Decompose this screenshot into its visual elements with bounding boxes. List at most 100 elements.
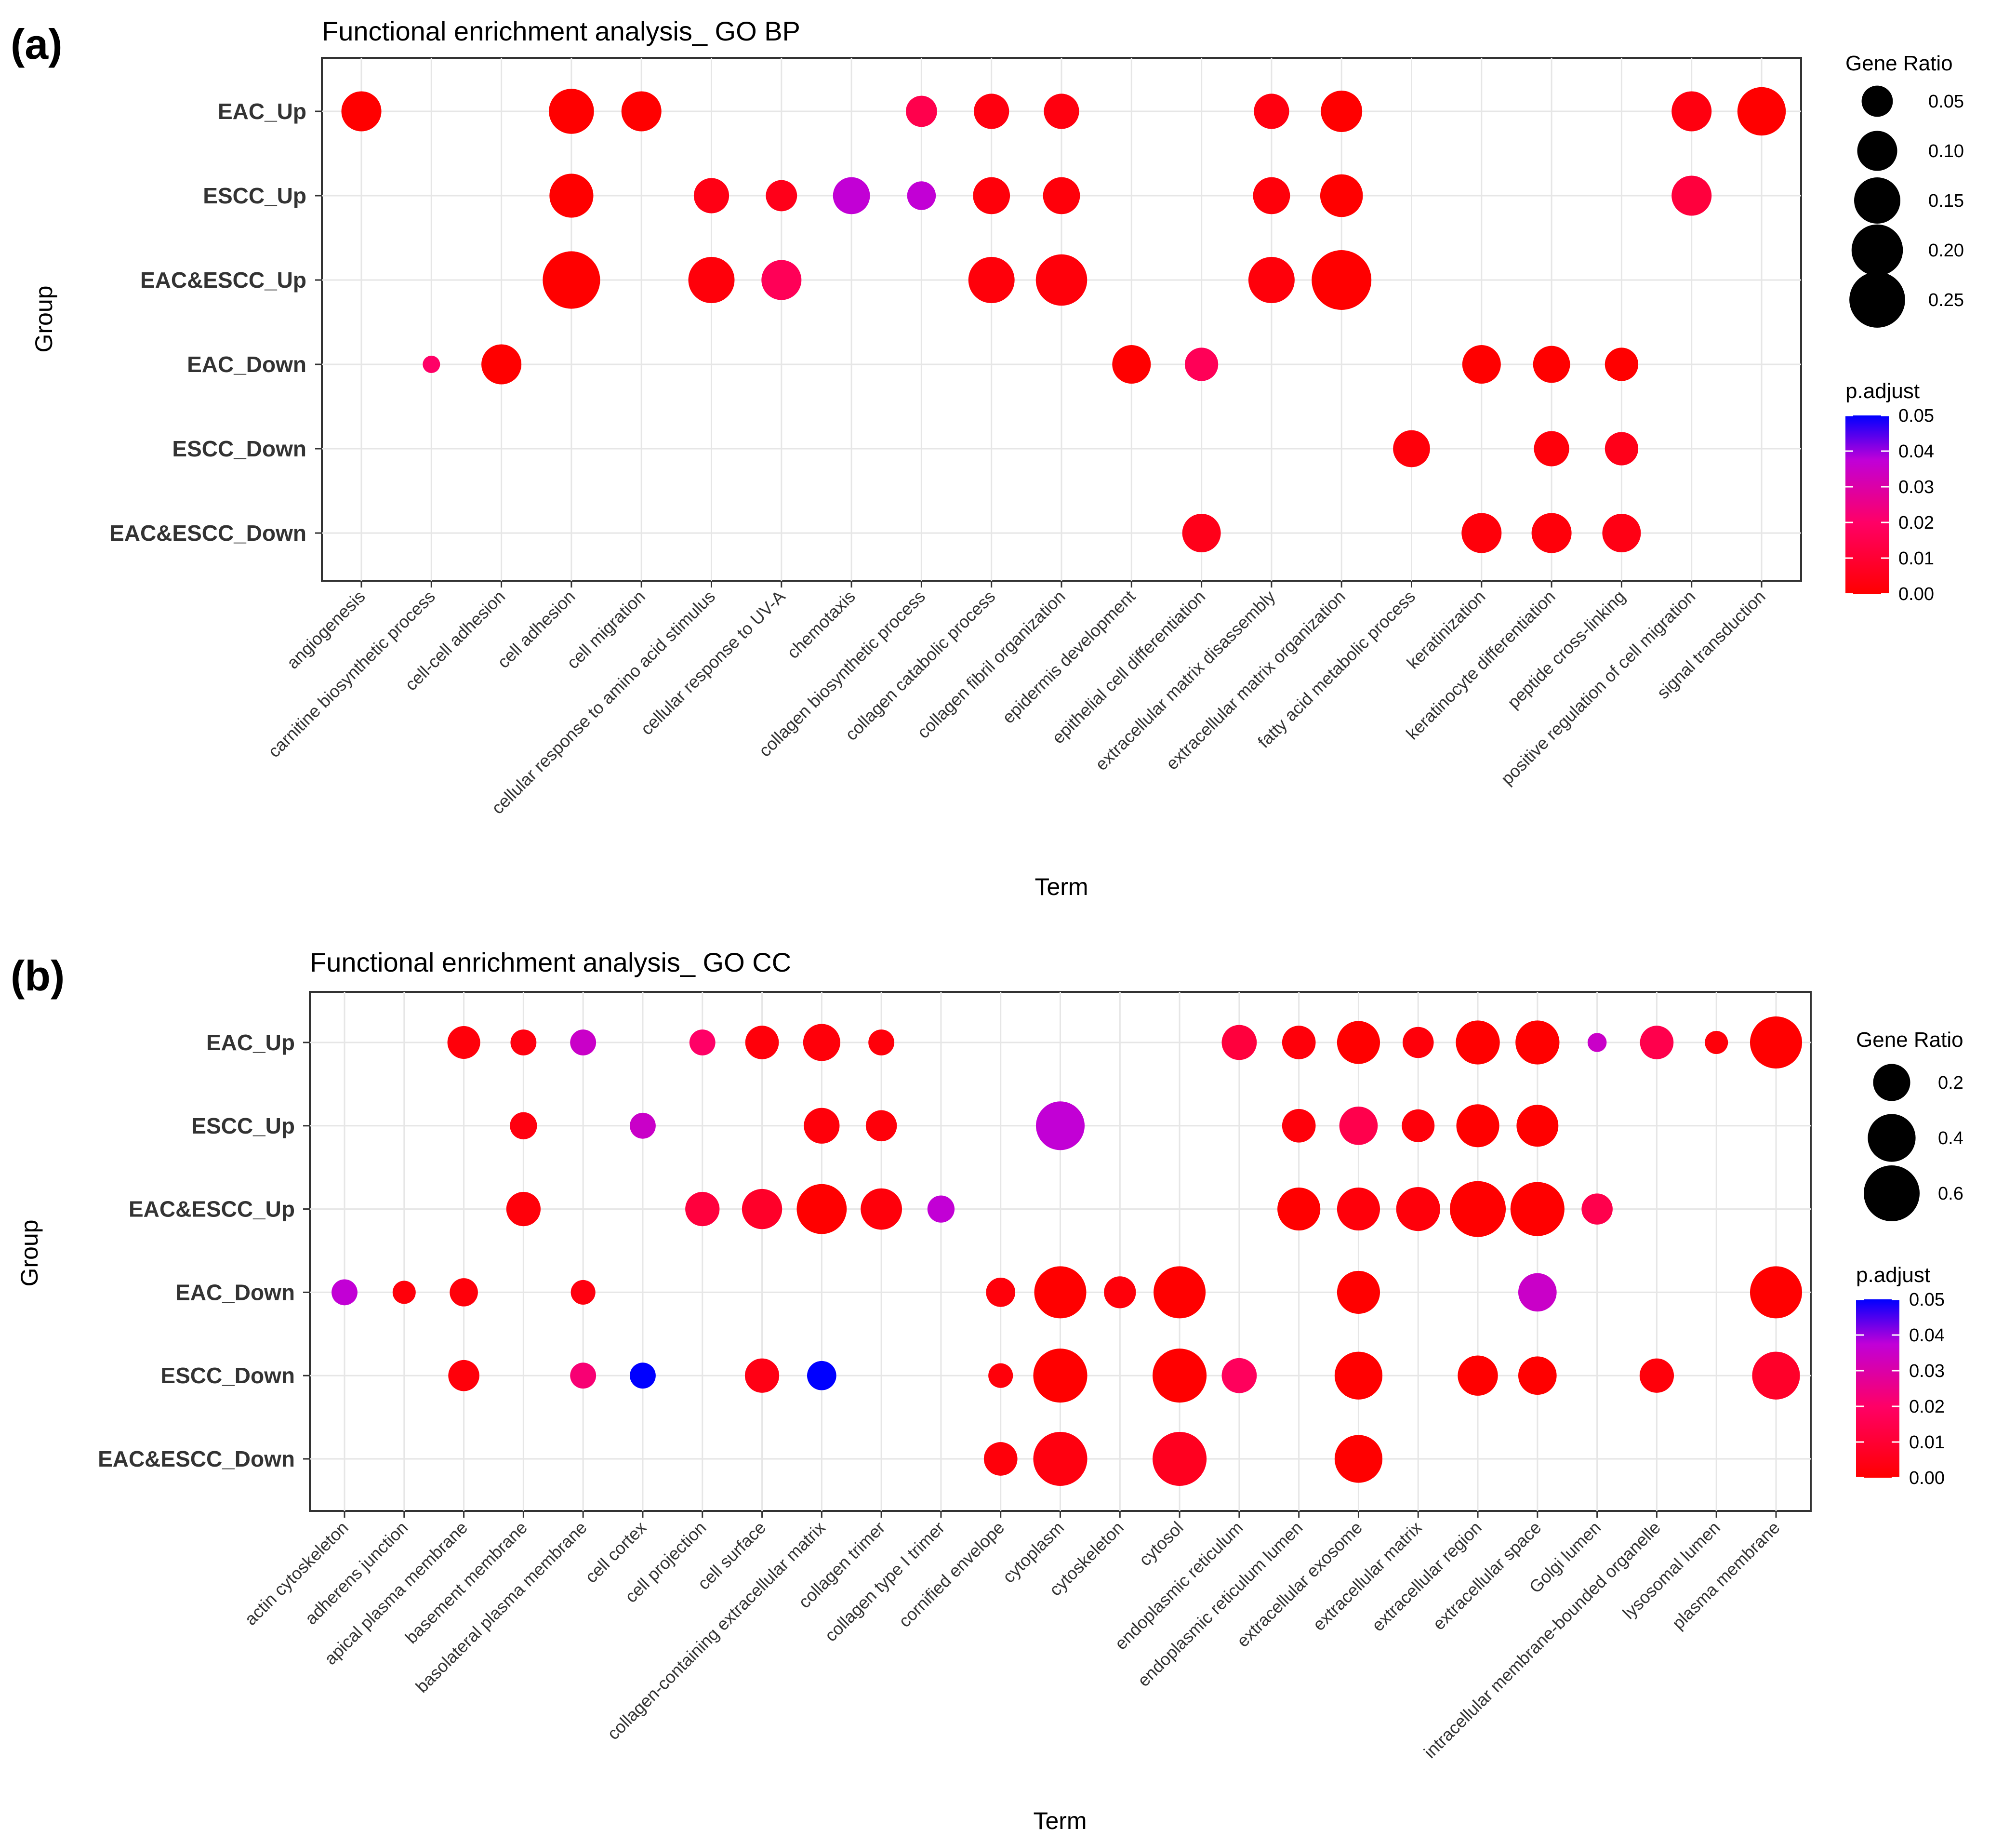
point-eacandescc-up-cellular-response-to-uv-a: [761, 260, 802, 300]
point-escc-down-extracellular-region: [1458, 1355, 1498, 1396]
x-tick-label-collagen-type-i-trimer: collagen type I trimer: [821, 1518, 948, 1645]
point-escc-down-cornified-envelope: [988, 1363, 1013, 1388]
x-tick-label-adherens-junction: adherens junction: [301, 1518, 411, 1629]
x-tick-label-extracellular-matrix: extracellular matrix: [1309, 1518, 1426, 1635]
point-eac-up-collagen-catabolic-process: [974, 93, 1009, 129]
point-eac-down-cytosol: [1154, 1266, 1206, 1319]
x-tick-label-extracellular-region: extracellular region: [1368, 1518, 1485, 1635]
point-eacandescc-up-collagen-containing-extracellular-matrix: [796, 1184, 847, 1234]
panel-b-padjust-legend: p.adjust 0.05 0.04 0.03 0.02 0.01 0.00: [1856, 1263, 1945, 1488]
point-eac-up-extracellular-matrix: [1402, 1027, 1434, 1058]
point-eacandescc-up-collagen-trimer: [861, 1188, 902, 1230]
point-eac-up-signal-transduction: [1737, 87, 1786, 136]
color-legend-label: 0.03: [1909, 1361, 1945, 1381]
color-legend-label: 0.01: [1909, 1432, 1945, 1453]
point-eacandescc-up-extracellular-region: [1450, 1181, 1506, 1237]
x-tick-label-chemotaxis: chemotaxis: [783, 587, 859, 663]
point-eac-down-plasma-membrane: [1750, 1266, 1803, 1319]
x-tick-label-cornified-envelope: cornified envelope: [895, 1518, 1008, 1631]
size-legend-label: 0.25: [1928, 290, 1964, 310]
point-eacandescc-up-extracellular-matrix: [1396, 1187, 1440, 1231]
panel-b-x-axis-title: Term: [1033, 1807, 1087, 1834]
point-eacandescc-up-cell-adhesion: [543, 251, 600, 309]
point-eac-up-endoplasmic-reticulum: [1221, 1025, 1257, 1060]
point-escc-down-keratinocyte-differentiation: [1534, 431, 1569, 467]
y-tick-label-escc-up: ESCC_Up: [191, 1113, 295, 1138]
point-escc-up-cytoplasm: [1035, 1101, 1085, 1150]
point-escc-up-cellular-response-to-uv-a: [766, 180, 797, 212]
point-escc-down-fatty-acid-metabolic-process: [1393, 430, 1430, 467]
point-eac-down-peptide-cross-linking: [1605, 347, 1639, 381]
y-tick-label-escc-down: ESCC_Down: [160, 1363, 295, 1388]
size-legend-key: [1849, 272, 1905, 328]
point-eacandescc-up-cellular-response-to-amino-acid-stimulus: [688, 257, 735, 303]
y-tick-label-escc-down: ESCC_Down: [172, 436, 306, 461]
panel-b-colorbar: [1856, 1299, 1899, 1478]
point-eac-up-cell-adhesion: [549, 89, 594, 134]
point-escc-up-extracellular-space: [1516, 1105, 1559, 1147]
point-eacandescc-up-cell-projection: [685, 1191, 720, 1227]
point-escc-up-chemotaxis: [833, 177, 870, 214]
point-escc-up-extracellular-matrix-disassembly: [1253, 177, 1290, 214]
point-eac-up-plasma-membrane: [1750, 1016, 1803, 1069]
point-escc-up-extracellular-matrix: [1402, 1109, 1435, 1142]
y-tick-label-eac-down: EAC_Down: [187, 352, 306, 377]
panel-a-go-bp-dotplot: (a) Functional enrichment analysis_ GO B…: [11, 16, 1964, 900]
panel-a-y-tick-labels: EAC_Up ESCC_Up EAC&ESCC_Up EAC_Down ESCC_Dow…: [109, 99, 322, 546]
y-tick-label-eacandescc-up: EAC&ESCC_Up: [140, 267, 306, 293]
point-eac-up-collagen-biosynthetic-process: [905, 95, 937, 127]
point-eacandescc-up-extracellular-matrix-disassembly: [1248, 257, 1295, 303]
point-eacandescc-up-extracellular-matrix-organization: [1312, 250, 1372, 310]
point-eacandescc-down-epithelial-cell-differentiation: [1182, 514, 1221, 552]
point-eac-down-basolateral-plasma-membrane: [570, 1280, 596, 1305]
point-eac-down-epidermis-development: [1112, 345, 1151, 384]
size-legend-label: 0.05: [1928, 92, 1964, 112]
point-escc-up-extracellular-region: [1456, 1104, 1499, 1148]
point-eac-up-collagen-fibril-organization: [1044, 93, 1079, 129]
panel-b-y-tick-labels: EAC_Up ESCC_Up EAC&ESCC_Up EAC_Down ESCC_Dow…: [98, 1030, 310, 1471]
point-escc-up-endoplasmic-reticulum-lumen: [1282, 1108, 1316, 1143]
panel-b-y-axis-title: Group: [16, 1220, 43, 1287]
point-eacandescc-down-cytosol: [1153, 1431, 1207, 1486]
point-eacandescc-up-golgi-lumen: [1581, 1193, 1613, 1225]
x-tick-label-plasma-membrane: plasma membrane: [1668, 1518, 1784, 1633]
point-eac-up-cell-surface: [745, 1026, 779, 1059]
point-eac-up-collagen-trimer: [868, 1029, 895, 1055]
point-escc-down-collagen-containing-extracellular-matrix: [807, 1361, 836, 1390]
size-legend-label: 0.6: [1938, 1184, 1963, 1204]
panel-b-color-legend-title: p.adjust: [1856, 1263, 1930, 1287]
point-escc-up-extracellular-exosome: [1339, 1106, 1378, 1145]
panel-a-label: (a): [11, 20, 63, 68]
point-eac-down-adherens-junction: [392, 1281, 416, 1304]
point-escc-up-collagen-containing-extracellular-matrix: [804, 1108, 840, 1144]
x-tick-label-extracellular-space: extracellular space: [1429, 1518, 1545, 1634]
point-eac-up-golgi-lumen: [1587, 1033, 1607, 1052]
point-eacandescc-down-cornified-envelope: [983, 1442, 1018, 1476]
point-escc-up-extracellular-matrix-organization: [1320, 174, 1363, 217]
point-eac-down-actin-cytoskeleton: [332, 1279, 358, 1306]
x-tick-label-keratinocyte-differentiation: keratinocyte differentiation: [1402, 587, 1559, 744]
size-legend-label: 0.2: [1938, 1073, 1963, 1093]
color-legend-label: 0.03: [1898, 477, 1934, 497]
point-eacandescc-up-collagen-fibril-organization: [1035, 254, 1088, 306]
point-eac-down-keratinization: [1462, 345, 1501, 384]
panel-b-chart-title: Functional enrichment analysis_ GO CC: [310, 947, 791, 977]
point-eac-down-cornified-envelope: [986, 1278, 1016, 1307]
point-eacandescc-up-extracellular-exosome: [1337, 1188, 1380, 1231]
point-escc-up-collagen-biosynthetic-process: [907, 181, 936, 210]
panel-a-chart-title: Functional enrichment analysis_ GO BP: [322, 16, 800, 46]
color-legend-label: 0.00: [1909, 1468, 1945, 1488]
size-legend-key: [1851, 224, 1903, 276]
point-eac-down-cytoplasm: [1034, 1266, 1087, 1319]
size-legend-key: [1854, 177, 1900, 224]
point-eac-down-cytoskeleton: [1104, 1276, 1136, 1309]
panel-a-padjust-legend: p.adjust 0.05 0.04 0.03 0.02 0.01 0.00: [1845, 379, 1934, 604]
color-legend-label: 0.05: [1898, 406, 1934, 426]
point-escc-up-collagen-trimer: [865, 1110, 897, 1142]
y-tick-label-eac-up: EAC_Up: [218, 99, 306, 124]
point-eac-up-extracellular-exosome: [1337, 1021, 1380, 1064]
x-tick-label-collagen-fibril-organization: collagen fibril organization: [913, 587, 1069, 742]
point-eacandescc-up-endoplasmic-reticulum-lumen: [1277, 1188, 1321, 1231]
